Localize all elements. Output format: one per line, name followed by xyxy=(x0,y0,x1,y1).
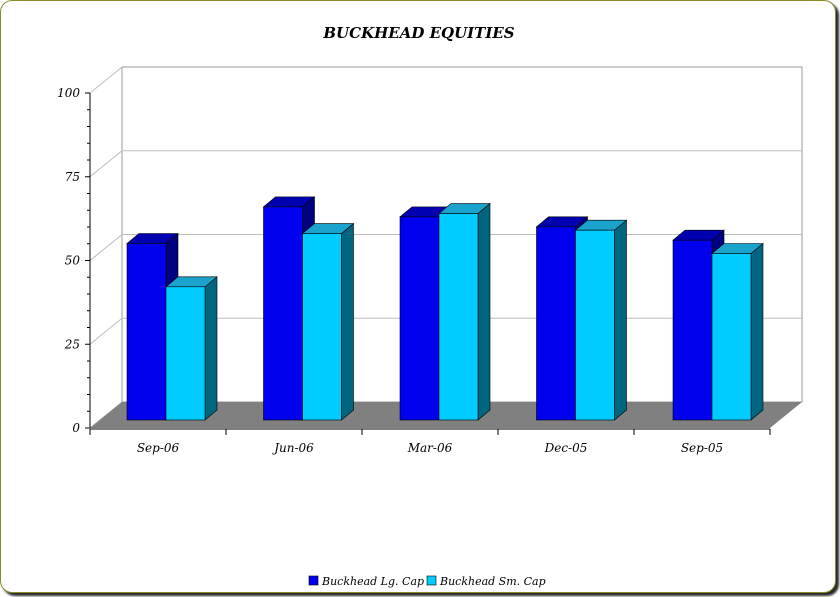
x-tick-label: Jun-06 xyxy=(271,441,314,455)
bar-side xyxy=(204,276,218,421)
bar xyxy=(672,239,713,421)
chart-title: BUCKHEAD EQUITIES xyxy=(322,24,514,42)
bar xyxy=(575,229,615,421)
bar-side xyxy=(477,202,491,421)
legend-label: Buckhead Sm. Cap xyxy=(439,575,546,588)
side-gridline xyxy=(89,150,123,178)
side-gridline xyxy=(89,317,123,345)
x-tick-label: Sep-05 xyxy=(681,441,723,455)
x-tick-label: Dec-05 xyxy=(544,441,588,455)
x-tick-label: Mar-06 xyxy=(407,441,453,455)
bar-side xyxy=(341,222,354,421)
y-tick-label: 75 xyxy=(65,170,80,184)
x-tick-label: Sep-06 xyxy=(137,441,180,455)
bar xyxy=(302,233,342,421)
bar xyxy=(165,286,206,421)
bar xyxy=(711,253,752,421)
legend-swatch xyxy=(426,575,437,586)
bar xyxy=(536,226,576,421)
legend-swatch xyxy=(308,575,319,586)
bar xyxy=(126,243,167,421)
bar xyxy=(438,213,479,421)
side-gridline xyxy=(89,234,123,261)
bar xyxy=(263,206,303,421)
y-tick-label: 0 xyxy=(72,421,80,435)
bar xyxy=(399,216,440,421)
side-gridline xyxy=(89,66,123,94)
bar-side xyxy=(614,219,627,421)
y-tick-label: 50 xyxy=(65,254,81,268)
y-tick-label: 100 xyxy=(57,86,80,100)
y-tick-label: 25 xyxy=(64,337,80,351)
bar-side xyxy=(750,242,764,421)
legend-label: Buckhead Lg. Cap xyxy=(321,575,424,588)
